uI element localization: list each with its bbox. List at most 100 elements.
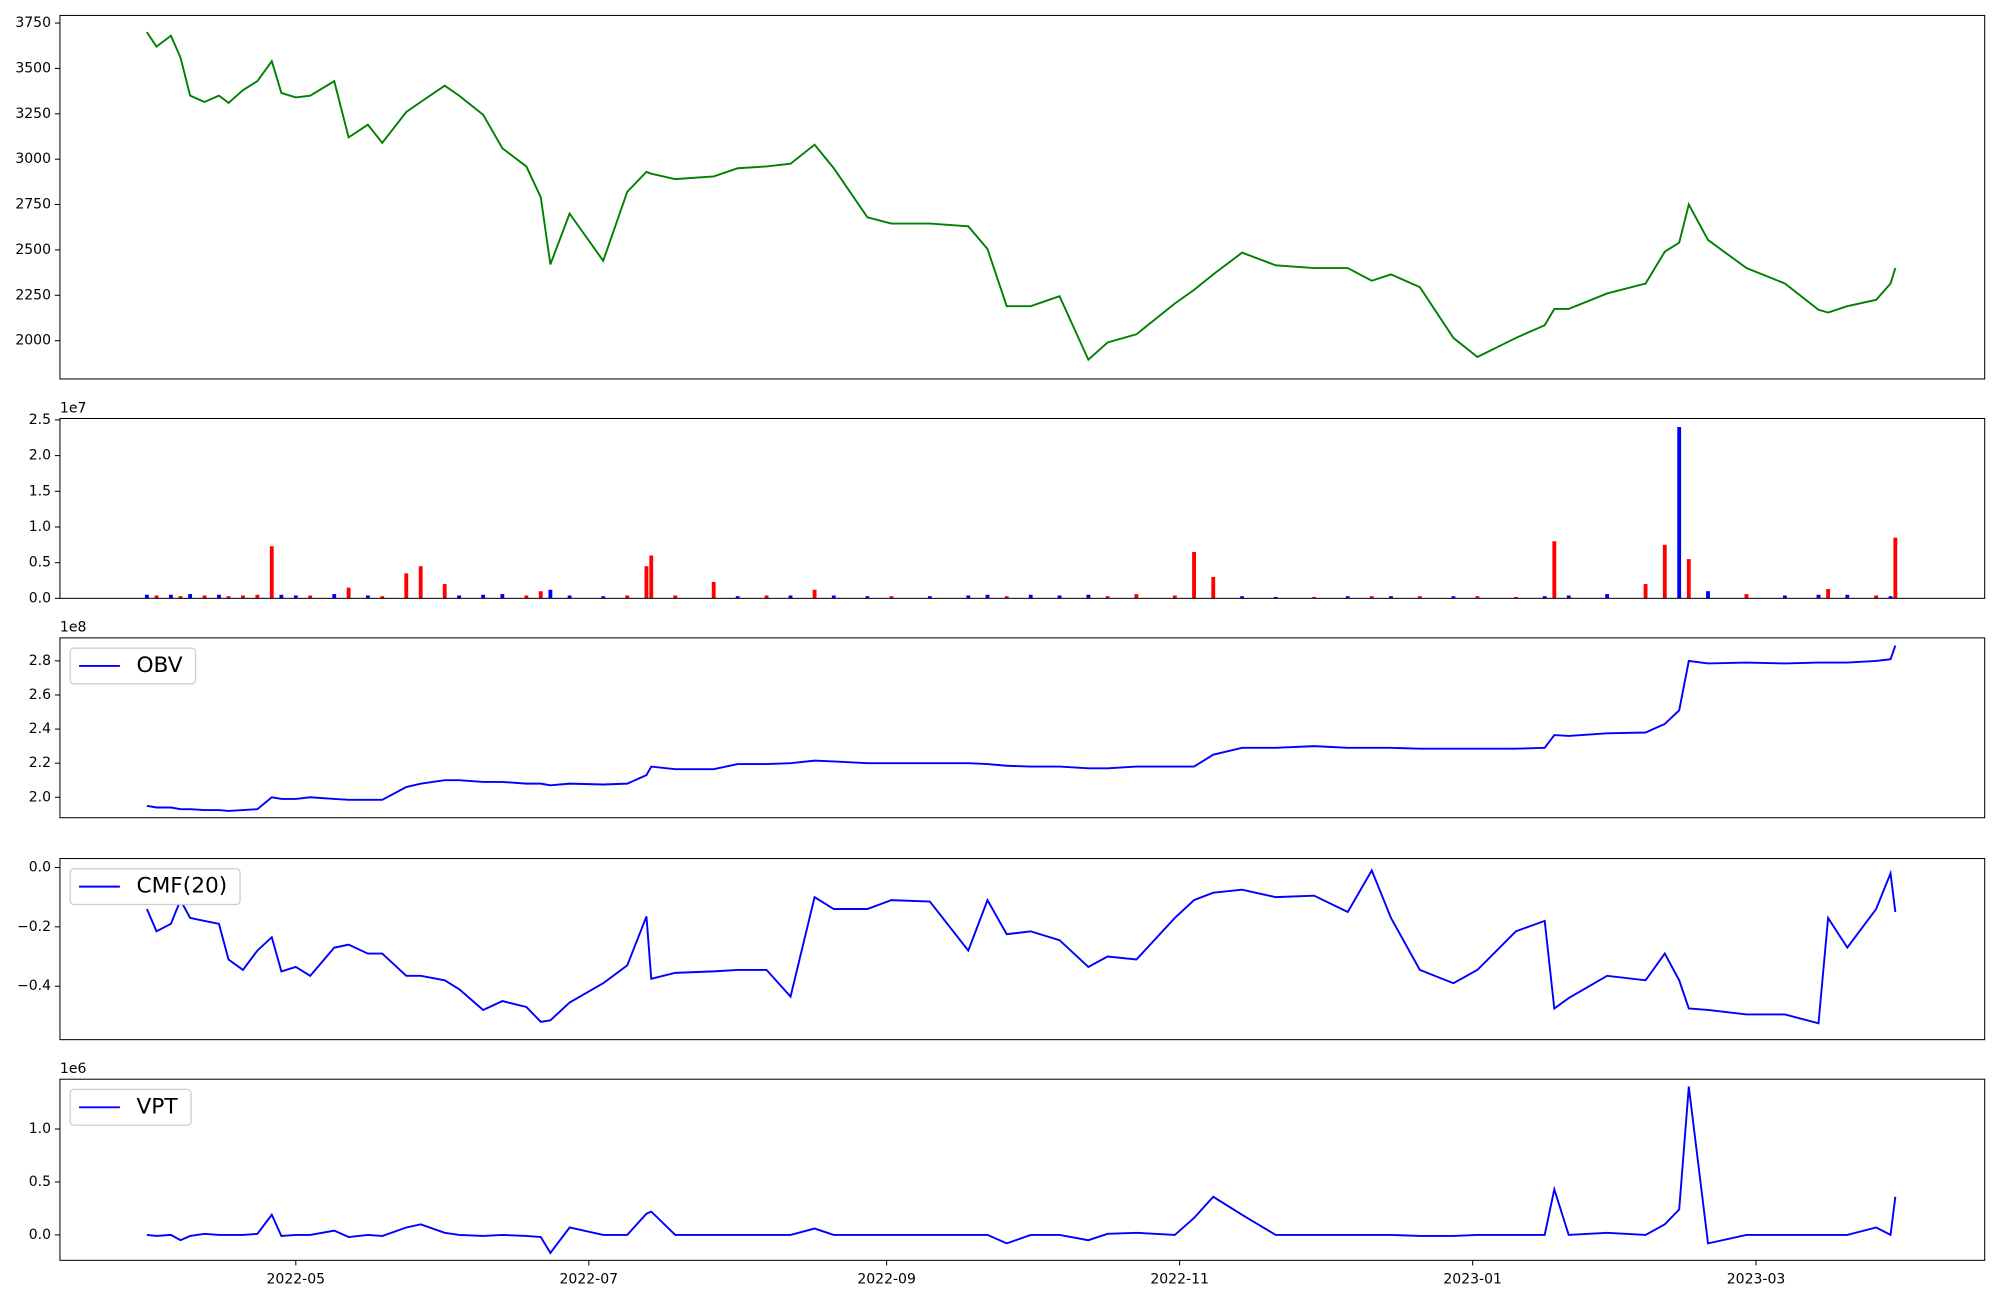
- y-tick-label: 0.0: [29, 859, 51, 875]
- offset-label: 1e8: [60, 620, 86, 636]
- volume-bar: [380, 596, 385, 599]
- volume-bar: [1451, 596, 1456, 599]
- x-tick-label: 2023-03: [1727, 1271, 1786, 1287]
- axes-frame: [59, 858, 1986, 1041]
- volume-bar: [1273, 596, 1278, 599]
- volume-bar: [457, 595, 462, 599]
- y-tick-label: 2750: [15, 197, 51, 213]
- offset-label: 1e7: [60, 400, 86, 416]
- offset-label: 1e6: [60, 1061, 87, 1077]
- y-tick-label: 1.5: [29, 483, 51, 499]
- x-tick-label: 2022-05: [267, 1271, 326, 1287]
- volume-bar: [601, 596, 606, 599]
- y-tick-label: 0.5: [29, 555, 51, 571]
- volume-bar: [1028, 594, 1033, 599]
- x-tick-label: 2023-01: [1443, 1271, 1502, 1287]
- volume-bar: [346, 587, 351, 599]
- y-tick-label: 0.0: [29, 590, 51, 606]
- volume-bar: [188, 594, 193, 599]
- volume-bar: [1004, 596, 1009, 599]
- legend: OBV: [69, 647, 197, 685]
- volume-bar: [1389, 596, 1393, 599]
- y-tick-label: 2.2: [29, 755, 51, 771]
- y-tick-label: 0.0: [29, 1227, 51, 1243]
- axes-frame: [59, 14, 1986, 380]
- panel: 0.0 0.5 1.0 1.5 2.0 2.5 1e7: [29, 400, 1986, 606]
- volume-bar: [625, 595, 630, 599]
- y-tick-label: 2.0: [29, 789, 51, 805]
- volume-bar: [1845, 594, 1850, 599]
- volume-bar: [1192, 551, 1196, 599]
- volume-bar: [1643, 584, 1648, 599]
- volume-bar: [1475, 596, 1480, 599]
- volume-bar: [1134, 594, 1139, 599]
- volume-bar: [985, 594, 990, 599]
- volume-bar: [1782, 595, 1787, 599]
- volume-bar: [1369, 596, 1374, 599]
- volume-bar: [1513, 596, 1518, 599]
- volume-bar: [927, 596, 932, 599]
- y-tick-label: 2000: [15, 333, 51, 349]
- y-tick-label: 2.0: [29, 448, 51, 464]
- volume-bar: [673, 595, 678, 599]
- volume-bar: [1417, 596, 1422, 599]
- axes-frame: [59, 417, 1986, 599]
- volume-bar: [168, 594, 173, 599]
- volume-bar: [1605, 594, 1610, 599]
- y-tick-label: 0.5: [29, 1174, 51, 1190]
- volume-bar: [1893, 537, 1898, 599]
- legend-label: OBV: [136, 653, 182, 678]
- volume-bar: [255, 594, 260, 599]
- volume-bar: [241, 595, 245, 599]
- y-tick-label: 1.0: [29, 1121, 51, 1137]
- volume-bar: [418, 566, 423, 599]
- x-tick-label: 2022-07: [560, 1271, 619, 1287]
- volume-bar: [1086, 594, 1091, 599]
- volume-bar: [812, 589, 817, 599]
- volume-bar: [1345, 596, 1350, 599]
- volume-bar: [735, 596, 740, 599]
- volume-bar: [202, 595, 207, 599]
- legend-label: VPT: [136, 1094, 178, 1119]
- panel: 2.0 2.2 2.4 2.6 2.8 1e8 OBV: [29, 620, 1986, 819]
- y-tick-label: 3500: [15, 60, 51, 76]
- legend-label: CMF(20): [136, 874, 227, 899]
- volume-bar: [404, 573, 409, 599]
- volume-bar: [332, 594, 337, 599]
- axes-frame: [59, 1078, 1986, 1261]
- y-tick-label: 2.5: [29, 412, 51, 428]
- volume-bar: [365, 595, 370, 599]
- volume-bar: [1874, 595, 1879, 599]
- volume-bar: [154, 595, 159, 599]
- volume-bar: [1552, 541, 1557, 599]
- data-line: [146, 31, 1897, 362]
- volume-bar: [1686, 559, 1691, 599]
- volume-bar: [144, 594, 149, 599]
- data-line: [146, 1086, 1897, 1255]
- volume-bar: [1172, 595, 1177, 599]
- volume-bar: [442, 584, 447, 599]
- volume-bar: [889, 596, 894, 599]
- volume-bar: [567, 595, 572, 599]
- data-line: [146, 868, 1897, 1025]
- volume-bar: [1211, 576, 1216, 599]
- y-tick-label: −0.2: [17, 919, 51, 935]
- volume-bar: [524, 595, 529, 599]
- volume-bar: [831, 595, 836, 599]
- volume-bar: [1744, 594, 1749, 599]
- y-tick-label: 3250: [15, 106, 51, 122]
- panel: −0.4 −0.2 0.0 CMF(20): [17, 858, 1986, 1041]
- volume-bar: [711, 581, 716, 599]
- volume-bar: [649, 555, 654, 599]
- volume-bar: [865, 596, 870, 599]
- y-tick-label: 3750: [15, 15, 51, 31]
- volume-bar: [1105, 596, 1110, 599]
- volume-bar: [788, 595, 793, 599]
- volume-bar: [226, 596, 231, 599]
- legend: VPT: [69, 1088, 192, 1126]
- volume-bar: [1240, 596, 1245, 599]
- data-line: [146, 645, 1897, 812]
- legend-box: [69, 1088, 192, 1126]
- volume-bar: [279, 594, 284, 599]
- volume-bar: [538, 591, 543, 599]
